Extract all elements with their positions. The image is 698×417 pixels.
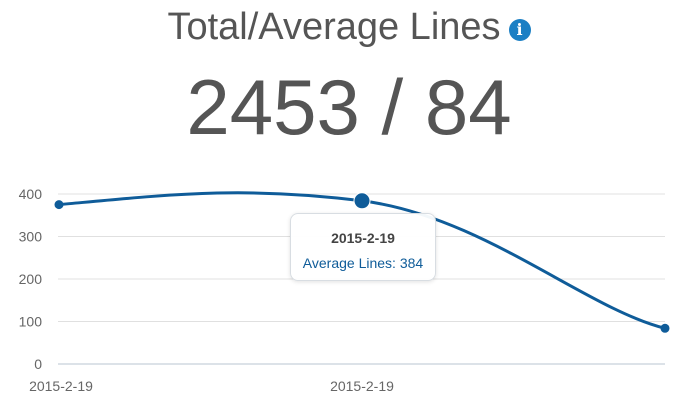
page-title: Total/Average Lines <box>167 6 501 48</box>
series-points <box>54 192 670 333</box>
info-icon[interactable]: i <box>508 18 531 41</box>
y-tick-label: 200 <box>19 271 43 287</box>
x-tick-label: 2015-2-19 <box>330 378 394 394</box>
highlighted-data-point[interactable] <box>353 192 371 210</box>
y-tick-label: 0 <box>34 356 42 372</box>
total-average-value: 2453 / 84 <box>186 63 512 151</box>
y-tick-label: 400 <box>19 186 43 202</box>
title-row: Total/Average Lines i <box>0 6 698 49</box>
tooltip-title: 2015-2-19 <box>331 230 395 246</box>
y-tick-label: 300 <box>19 229 43 245</box>
tooltip-text: Average Lines: 384 <box>302 255 424 271</box>
x-tick-label: 2015-2-19 <box>29 378 93 394</box>
x-axis-ticks: 2015-2-19 2015-2-19 <box>29 378 394 394</box>
y-tick-label: 100 <box>19 314 43 330</box>
y-axis-ticks: 400 300 200 100 0 <box>19 186 43 372</box>
data-point[interactable] <box>54 200 64 210</box>
data-point[interactable] <box>660 323 670 333</box>
chart-tooltip: 2015-2-19 Average Lines: 384 <box>290 213 436 281</box>
